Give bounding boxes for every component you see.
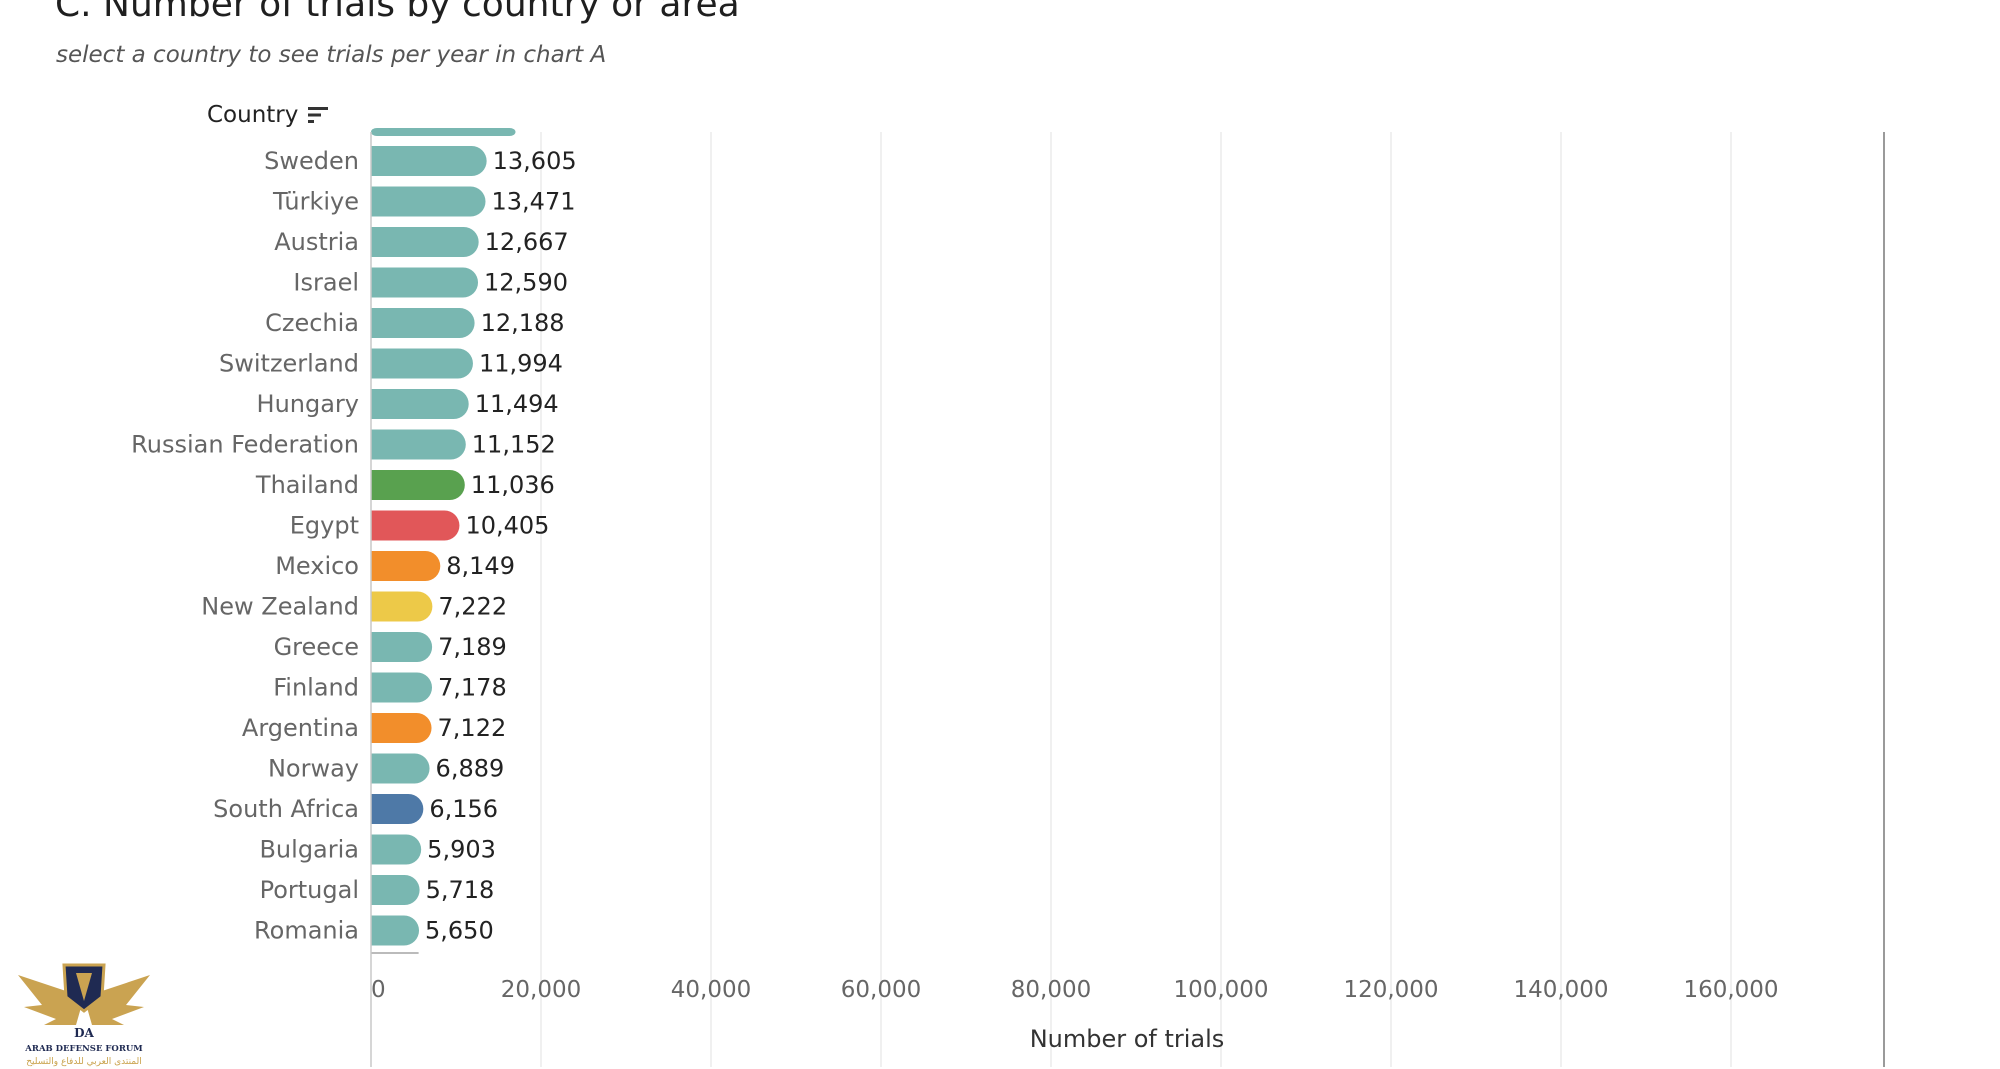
bar[interactable] [371, 389, 469, 419]
value-label: 10,405 [465, 512, 549, 540]
country-label[interactable]: Czechia [265, 309, 359, 337]
value-label: 8,149 [446, 552, 515, 580]
arab-defense-forum-logo: DA ARAB DEFENSE FORUM المنتدى العربي للد… [18, 963, 150, 1067]
svg-text:المنتدى العربي للدفاع والتسليح: المنتدى العربي للدفاع والتسليح [26, 1057, 141, 1067]
country-label[interactable]: Romania [254, 917, 359, 945]
country-label[interactable]: Egypt [290, 512, 359, 540]
bar[interactable] [371, 551, 441, 581]
bar[interactable] [371, 713, 432, 743]
country-label[interactable]: Hungary [257, 390, 359, 418]
bar-clipped-above[interactable] [371, 128, 516, 136]
value-label: 11,152 [472, 431, 556, 459]
bar[interactable] [371, 915, 420, 946]
value-label: 6,889 [436, 755, 505, 783]
bar[interactable] [371, 267, 479, 298]
country-label[interactable]: Greece [274, 633, 359, 661]
value-label: 12,188 [481, 309, 565, 337]
x-tick-label: 40,000 [671, 977, 751, 1003]
bar[interactable] [371, 348, 473, 379]
country-label[interactable]: Switzerland [219, 350, 359, 378]
country-label[interactable]: Israel [293, 269, 359, 297]
country-label[interactable]: Norway [268, 755, 359, 783]
country-header-label: Country [207, 102, 299, 128]
x-tick-label: 160,000 [1683, 977, 1778, 1003]
bar[interactable] [371, 186, 486, 217]
bar[interactable] [371, 429, 466, 460]
country-label[interactable]: Austria [274, 228, 359, 256]
country-label[interactable]: Türkiye [272, 188, 359, 216]
value-label: 6,156 [429, 795, 498, 823]
bar[interactable] [371, 591, 433, 622]
bar[interactable] [371, 146, 487, 176]
bar[interactable] [371, 794, 424, 824]
bar[interactable] [371, 227, 479, 257]
x-tick-label: 60,000 [841, 977, 921, 1003]
bar[interactable] [371, 753, 430, 784]
country-label[interactable]: Finland [273, 674, 359, 702]
sort-descending-icon[interactable] [308, 105, 329, 125]
country-label[interactable]: Thailand [255, 471, 359, 499]
x-tick-label: 100,000 [1173, 977, 1268, 1003]
value-label: 7,222 [438, 593, 507, 621]
svg-text:ARAB DEFENSE FORUM: ARAB DEFENSE FORUM [24, 1044, 143, 1054]
value-label: 11,036 [471, 471, 555, 499]
x-axis-title: Number of trials [1030, 1025, 1225, 1053]
value-label: 13,605 [493, 147, 577, 175]
x-axis: 0 20,000 40,000 60,000 80,000 100,000 120,000 1… [370, 132, 1885, 1067]
bar[interactable] [371, 834, 422, 865]
value-label: 12,590 [484, 269, 568, 297]
value-label: 7,189 [438, 633, 507, 661]
value-label: 11,994 [479, 350, 563, 378]
value-label: 7,178 [438, 674, 507, 702]
country-label[interactable]: Bulgaria [259, 836, 359, 864]
bar[interactable] [371, 308, 475, 338]
x-tick-label: 140,000 [1513, 977, 1608, 1003]
bar[interactable] [371, 632, 433, 662]
country-label[interactable]: New Zealand [201, 593, 359, 621]
country-label[interactable]: South Africa [213, 795, 359, 823]
country-label[interactable]: Russian Federation [131, 431, 359, 459]
x-tick-label: 80,000 [1011, 977, 1091, 1003]
value-label: 11,494 [475, 390, 559, 418]
x-tick-label: 0 [371, 977, 386, 1003]
value-label: 5,650 [425, 917, 494, 945]
value-label: 12,667 [485, 228, 569, 256]
country-sort-header[interactable]: Country [207, 102, 329, 128]
value-label: 5,903 [427, 836, 496, 864]
country-label[interactable]: Argentina [242, 714, 359, 742]
bar[interactable] [371, 672, 433, 703]
x-tick-label: 120,000 [1343, 977, 1438, 1003]
gridlines [540, 132, 1732, 1067]
value-label: 7,122 [438, 714, 507, 742]
svg-text:DA: DA [74, 1026, 94, 1040]
bar-clipped-below[interactable] [371, 952, 419, 954]
value-label: 13,471 [492, 188, 576, 216]
bars: Sweden 13,605 Türkiye 13,471 Austria 12,667 Is… [131, 128, 577, 954]
country-label[interactable]: Portugal [260, 876, 359, 904]
x-tick-label: 20,000 [501, 977, 581, 1003]
country-label[interactable]: Sweden [264, 147, 359, 175]
value-label: 5,718 [426, 876, 495, 904]
country-label[interactable]: Mexico [275, 552, 359, 580]
bar[interactable] [371, 875, 420, 905]
chart-subtitle: select a country to see trials per year … [56, 42, 607, 68]
bar[interactable] [371, 470, 465, 500]
bar[interactable] [371, 510, 460, 541]
chart-title: C. Number of trials by country or area [55, 0, 740, 25]
